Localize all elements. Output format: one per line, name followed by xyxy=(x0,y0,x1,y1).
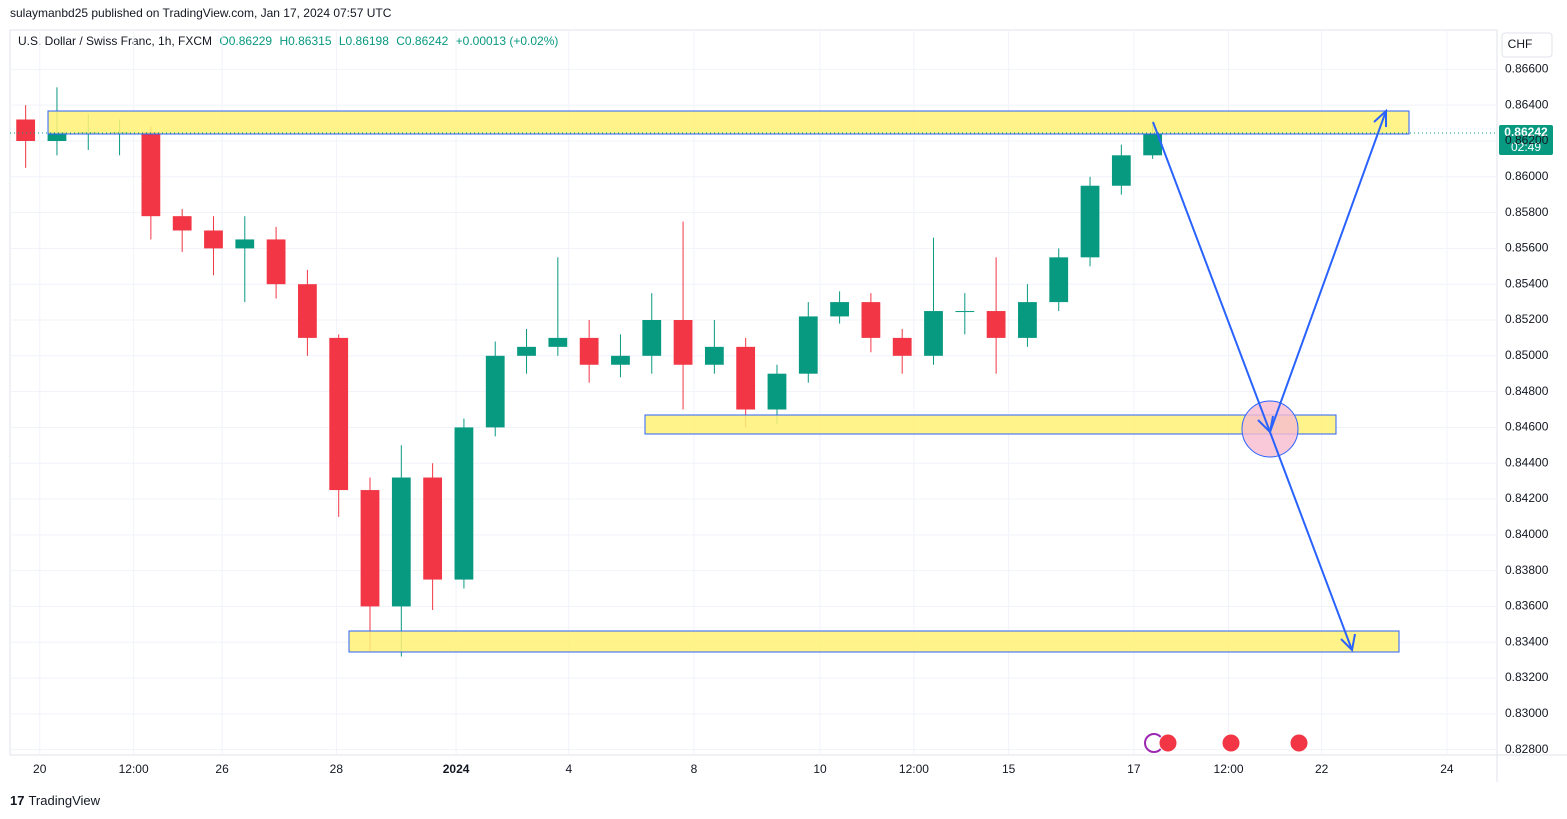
x-tick-label: 12:00 xyxy=(1214,762,1244,776)
candle-body xyxy=(485,355,505,428)
candle-body xyxy=(329,337,349,491)
candle-body xyxy=(141,132,161,217)
candle-body xyxy=(704,346,724,365)
projection-arrows xyxy=(1152,108,1387,653)
event-icon xyxy=(1289,733,1309,753)
event-icon xyxy=(1158,733,1178,753)
y-tick-label: 0.83000 xyxy=(1505,706,1549,720)
last-price-box xyxy=(1499,125,1553,155)
y-tick-label: 0.85200 xyxy=(1505,312,1549,326)
candle-body xyxy=(16,119,36,141)
y-tick-label: 0.86600 xyxy=(1505,62,1549,76)
candle-body xyxy=(892,337,912,356)
candle-body xyxy=(861,302,881,338)
high: H0.86315 xyxy=(279,34,332,48)
arrow-path xyxy=(1152,110,1387,435)
y-tick-label: 0.84600 xyxy=(1505,420,1549,434)
low: L0.86198 xyxy=(338,34,389,48)
y-tick-label: 0.85000 xyxy=(1505,348,1549,362)
candle-body xyxy=(986,311,1006,338)
target-zone xyxy=(348,630,1400,653)
y-tick-label: 0.85600 xyxy=(1505,241,1549,255)
arrow-path xyxy=(1269,431,1353,651)
candle-body xyxy=(798,316,818,374)
candle-body xyxy=(454,427,474,580)
y-tick-label: 0.83600 xyxy=(1505,599,1549,613)
currency-button[interactable] xyxy=(1501,32,1553,58)
arrow-head xyxy=(1340,633,1356,653)
candle-body xyxy=(955,311,975,313)
candle-body xyxy=(360,490,380,607)
x-tick-label: 20 xyxy=(33,762,47,776)
candle-body xyxy=(642,320,662,356)
candle-body xyxy=(579,337,599,365)
x-tick-label: 15 xyxy=(1002,762,1016,776)
x-tick-label: 8 xyxy=(691,762,698,776)
y-tick-label: 0.83200 xyxy=(1505,670,1549,684)
currency: CHF xyxy=(1508,37,1533,51)
x-tick-label: 12:00 xyxy=(119,762,149,776)
candle-body xyxy=(1018,302,1037,338)
countdown: 02:49 xyxy=(1511,140,1541,154)
y-tick-label: 0.85800 xyxy=(1505,205,1549,219)
candle-body xyxy=(736,346,756,410)
y-tick-label: 0.84800 xyxy=(1505,384,1549,398)
candle-body xyxy=(172,216,192,231)
candle-body xyxy=(235,239,255,249)
event-icons xyxy=(1144,733,1309,753)
y-tick-label: 0.84000 xyxy=(1505,527,1549,541)
candle-body xyxy=(391,477,411,607)
x-tick-label: 22 xyxy=(1315,762,1329,776)
y-tick-label: 0.83400 xyxy=(1505,634,1549,648)
y-tick-label: 0.85400 xyxy=(1505,276,1549,290)
resistance-zone xyxy=(47,110,1410,135)
brand: TradingView xyxy=(28,793,101,808)
publish-info: sulaymanbd25 published on TradingView.co… xyxy=(10,6,392,20)
symbol: U.S. Dollar / Swiss Franc, 1h, FXCM xyxy=(18,34,213,48)
candle-body xyxy=(204,230,223,249)
candle-body xyxy=(767,373,787,410)
candle-body xyxy=(1049,257,1069,303)
open: O0.86229 xyxy=(219,34,273,48)
close: C0.86242 xyxy=(396,34,449,48)
candle-body xyxy=(298,284,317,338)
x-tick-label: 10 xyxy=(813,762,827,776)
x-tick-label: 4 xyxy=(565,762,572,776)
y-tick-label: 0.82800 xyxy=(1505,742,1549,756)
candle-body xyxy=(924,311,943,356)
y-tick-label: 0.86000 xyxy=(1505,169,1549,183)
x-tick-label: 28 xyxy=(330,762,344,776)
y-tick-label: 0.84400 xyxy=(1505,455,1549,469)
footer: 17 TradingView xyxy=(10,793,101,808)
candle-body xyxy=(423,477,443,580)
candle-body xyxy=(830,302,849,317)
candle-body xyxy=(611,355,630,365)
last-price: 0.86242 xyxy=(1504,125,1548,139)
candle-body xyxy=(47,132,67,141)
candle-body xyxy=(673,320,693,365)
x-tick-label: 17 xyxy=(1127,762,1141,776)
candle-body xyxy=(517,346,536,356)
candle-body xyxy=(548,337,568,347)
event-icon xyxy=(1221,733,1241,753)
x-tick-label: 12:00 xyxy=(899,762,929,776)
candle-body xyxy=(1111,155,1131,186)
support-zone xyxy=(644,414,1337,435)
y-tick-label: 0.86200 xyxy=(1505,133,1549,147)
legend: U.S. Dollar / Swiss Franc, 1h, FXCM O0.8… xyxy=(18,34,562,48)
y-tick-label: 0.84200 xyxy=(1505,491,1549,505)
x-tick-label: 2024 xyxy=(443,762,470,776)
y-tick-label: 0.86400 xyxy=(1505,97,1549,111)
candle-body xyxy=(266,239,286,285)
x-tick-label: 26 xyxy=(215,762,229,776)
arrow-head xyxy=(1373,108,1387,127)
candle-body xyxy=(1080,185,1100,258)
x-tick-label: 24 xyxy=(1440,762,1454,776)
candle-body xyxy=(1143,133,1163,156)
y-tick-label: 0.83800 xyxy=(1505,563,1549,577)
change: +0.00013 (+0.02%) xyxy=(455,34,559,48)
